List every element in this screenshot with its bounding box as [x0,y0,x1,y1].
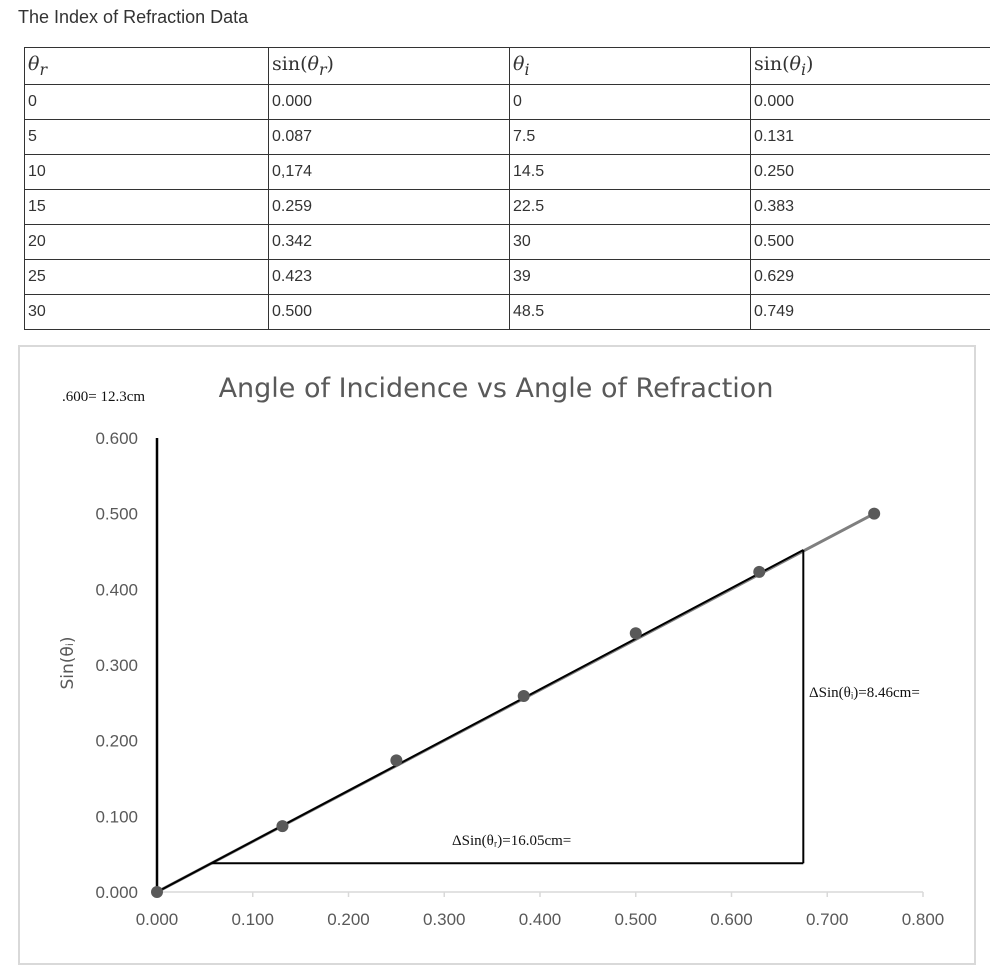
vertical-leg-annotation: ΔSin(θᵢ)=8.46cm= [809,685,920,701]
x-tick-label: 0.200 [327,910,370,929]
horizontal-leg-annotation: ΔSin(θᵣ)=16.05cm= [452,833,571,849]
data-point [630,627,642,639]
x-tick-label: 0.600 [710,910,753,929]
x-tick-label: 0.800 [902,910,945,929]
y-tick-label: 0.200 [95,732,138,751]
data-point [390,754,402,766]
refraction-chart: Angle of Incidence vs Angle of Refractio… [0,0,990,943]
data-point [276,820,288,832]
x-tick-label: 0.000 [136,910,179,929]
y-tick-label: 0.600 [95,429,138,448]
data-point [151,886,163,898]
y-tick-label: 0.000 [95,883,138,902]
y-tick-label: 0.500 [95,505,138,524]
x-tick-label: 0.500 [614,910,657,929]
data-point [868,508,880,520]
y-axis-title: Sin(θᵢ) [58,637,78,690]
y-tick-label: 0.300 [95,656,138,675]
x-tick-label: 0.100 [231,910,274,929]
y-tick-label: 0.400 [95,580,138,599]
x-tick-label: 0.700 [806,910,849,929]
x-tick-label: 0.400 [519,910,562,929]
chart-title: Angle of Incidence vs Angle of Refractio… [219,373,774,404]
scale-note-annotation: .600= 12.3cm [62,389,145,405]
axes-layer: 0.000 0.100 0.200 0.300 0.400 0.500 0.600 0.700… [95,429,944,929]
y-tick-label: 0.100 [95,807,138,826]
x-tick-label: 0.300 [423,910,466,929]
data-point [753,566,765,578]
data-point [518,690,530,702]
